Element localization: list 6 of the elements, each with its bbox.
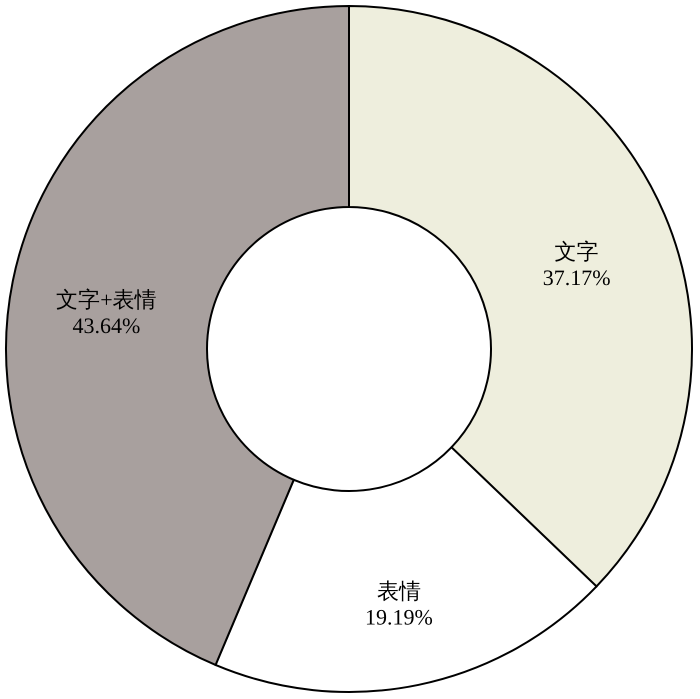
slice-label: 表情 [376, 578, 421, 604]
data-label: 37.17% [542, 264, 611, 290]
data-label: 43.64% [72, 312, 140, 338]
slice-label: 文字 [554, 238, 599, 264]
slice-label: 文字+表情 [56, 286, 157, 312]
data-label: 19.19% [365, 604, 433, 630]
